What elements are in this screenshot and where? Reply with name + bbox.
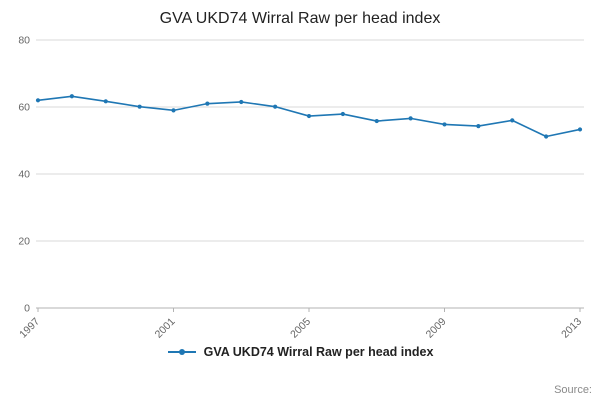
y-tick-label: 20 xyxy=(18,236,30,248)
data-point xyxy=(476,123,481,129)
data-point xyxy=(408,116,413,121)
data-point xyxy=(137,104,142,109)
data-point xyxy=(577,127,583,132)
data-point xyxy=(69,94,74,99)
x-tick-label: 1997 xyxy=(17,316,42,341)
data-point xyxy=(544,134,549,139)
x-tick-label: 2009 xyxy=(424,316,449,341)
data-point xyxy=(273,104,278,109)
data-point xyxy=(340,111,345,117)
x-tick-label: 2001 xyxy=(153,316,178,341)
data-point xyxy=(35,98,41,103)
legend: GVA UKD74 Wirral Raw per head index xyxy=(0,345,600,359)
data-point xyxy=(205,101,210,106)
data-point xyxy=(442,122,447,127)
source-label: Source: xyxy=(554,384,592,396)
y-tick-label: 0 xyxy=(24,303,30,315)
y-tick-label: 60 xyxy=(18,102,30,114)
data-point xyxy=(306,113,312,119)
x-tick-label: 2013 xyxy=(559,316,584,341)
data-point xyxy=(239,99,244,105)
y-tick-label: 80 xyxy=(18,35,30,47)
chart-area: 0 20 40 60 80 1997 2001 2005 2009 2013 xyxy=(0,28,600,343)
y-tick-label: 40 xyxy=(18,169,30,181)
data-point xyxy=(171,108,176,113)
data-point xyxy=(510,118,515,123)
line-chart: 0 20 40 60 80 1997 2001 2005 2009 2013 xyxy=(17,35,584,341)
legend-label: GVA UKD74 Wirral Raw per head index xyxy=(203,345,434,359)
legend-line-icon xyxy=(167,349,196,355)
chart-title: GVA UKD74 Wirral Raw per head index xyxy=(159,10,441,27)
data-point xyxy=(103,99,108,104)
x-tick-label: 2005 xyxy=(288,316,313,341)
data-point xyxy=(374,118,379,124)
